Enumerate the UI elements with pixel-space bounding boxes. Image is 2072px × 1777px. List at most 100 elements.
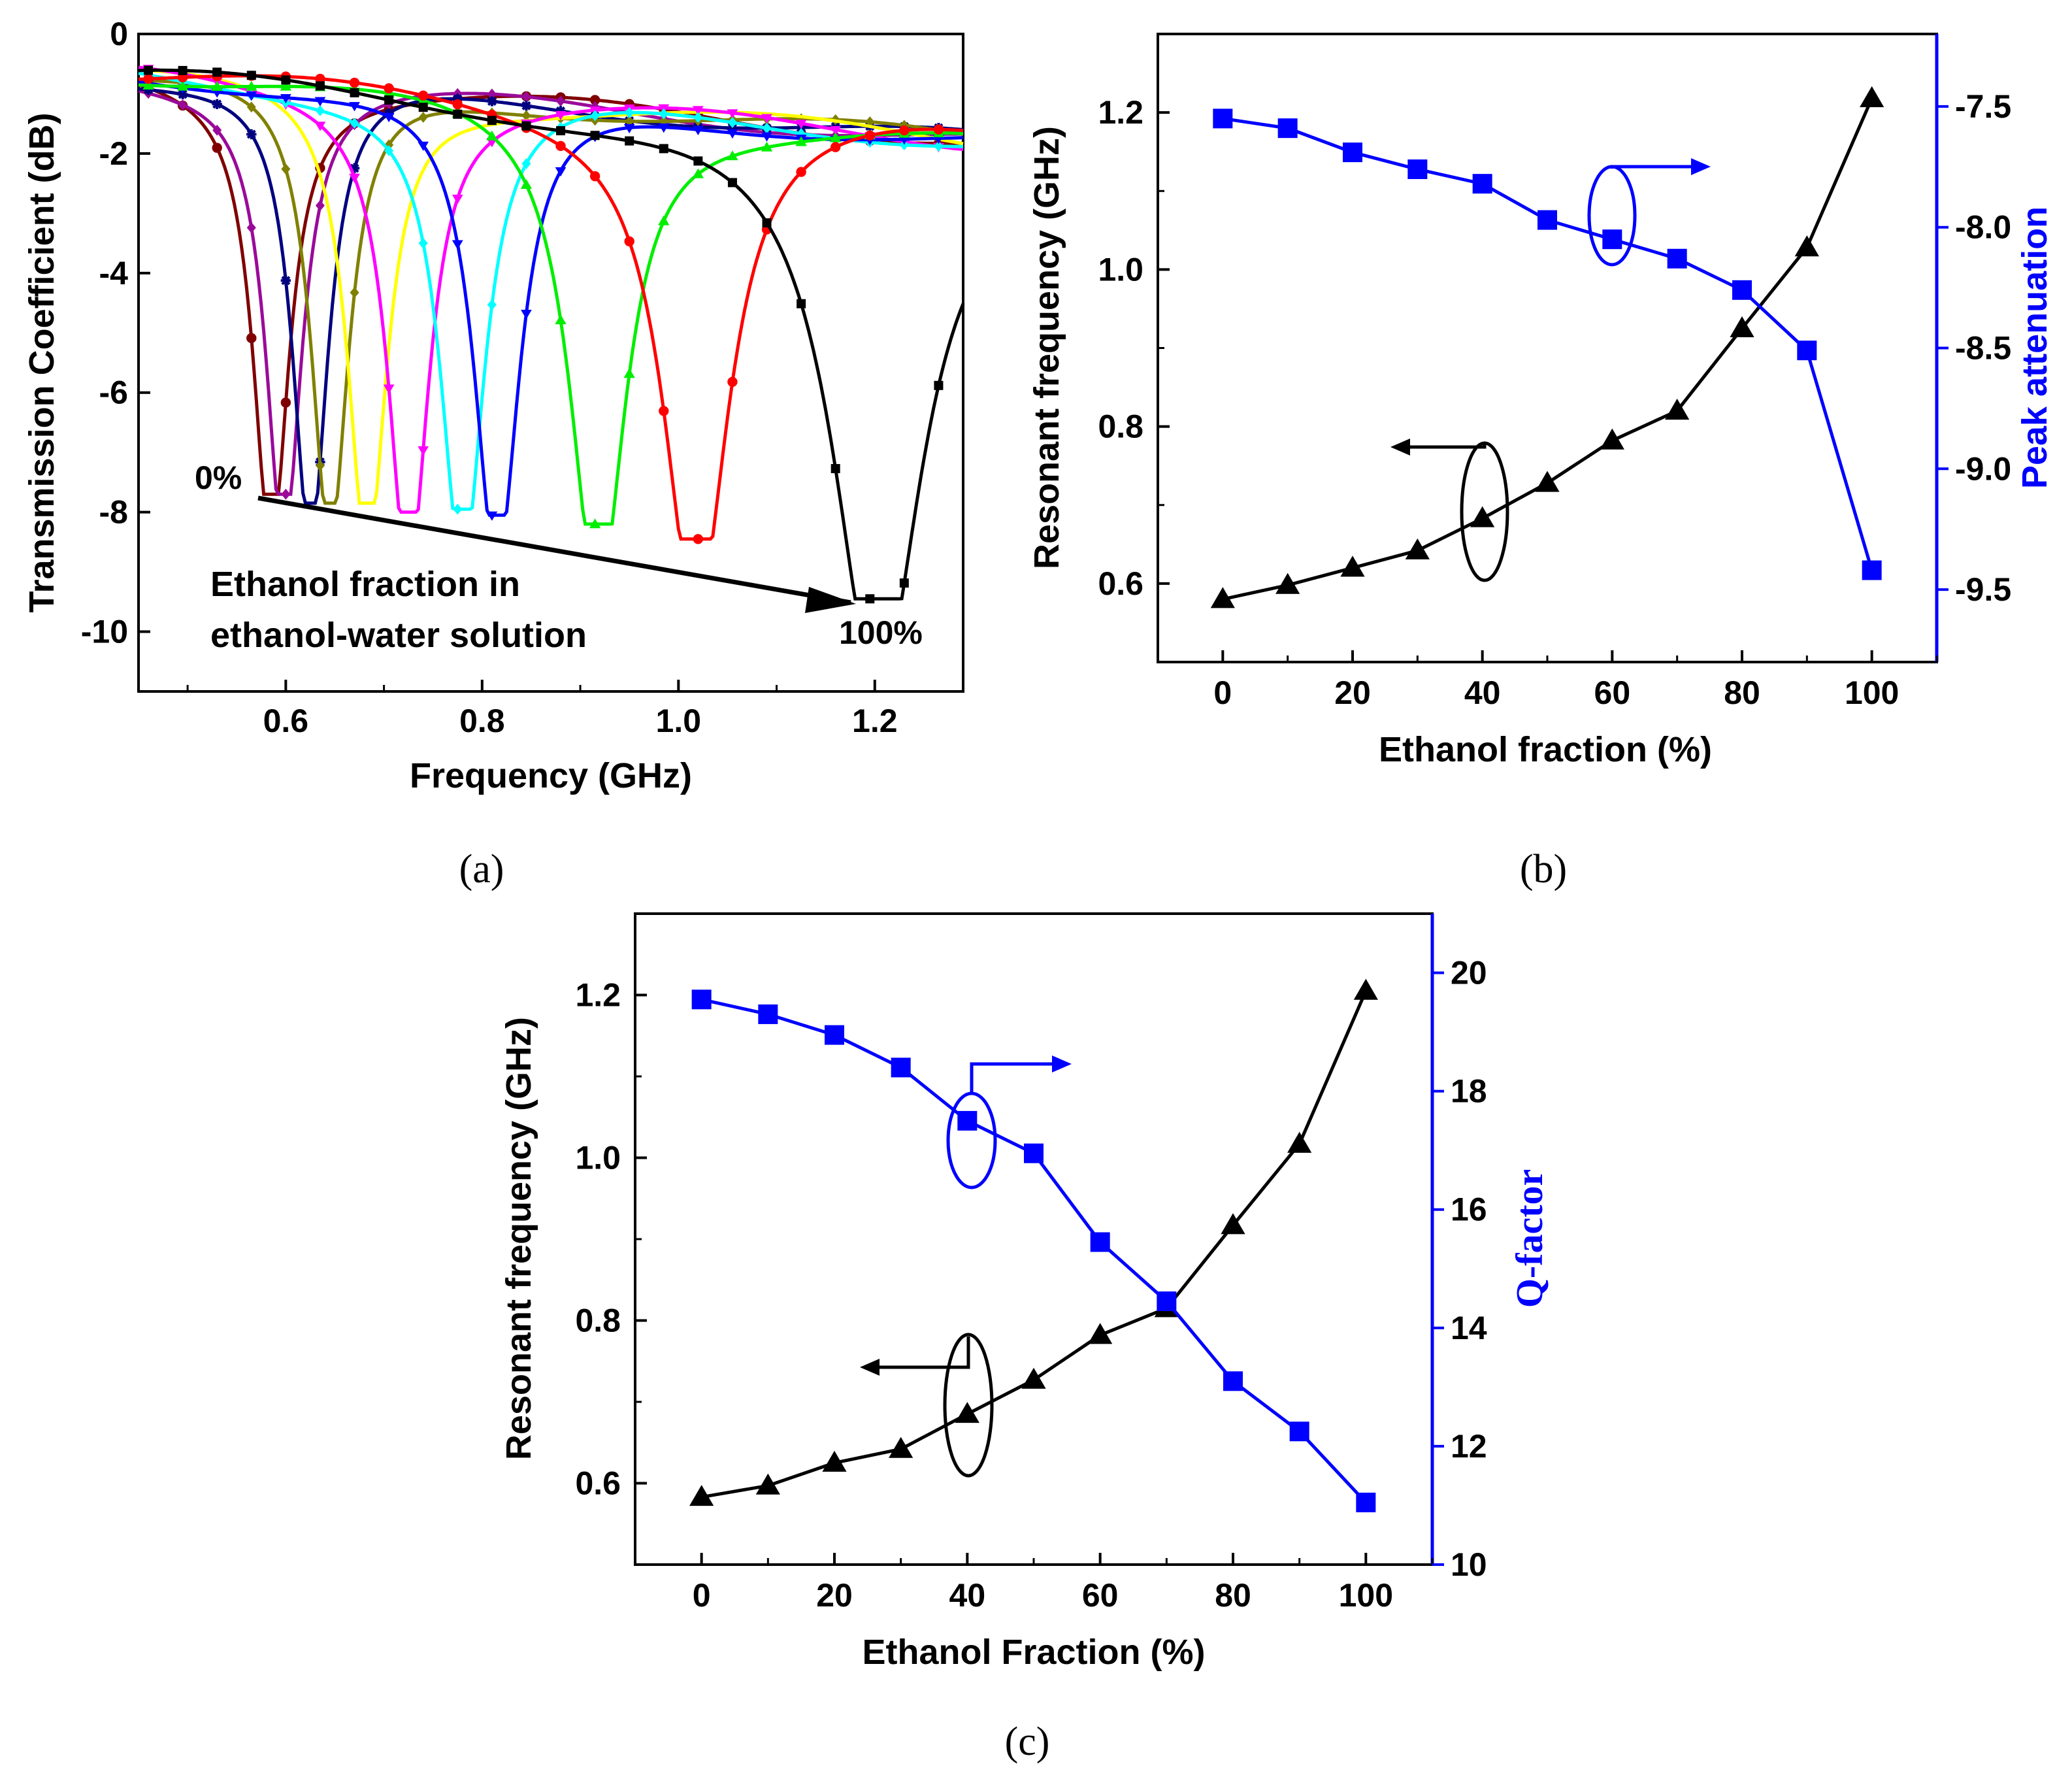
marker-0pct <box>246 333 257 344</box>
data-point-right <box>1024 1143 1044 1163</box>
marker-80pct <box>520 179 533 189</box>
marker-80pct <box>555 314 567 325</box>
marker-60pct <box>521 158 531 169</box>
y2-tick-label: 10 <box>1451 1546 1487 1583</box>
marker-90pct <box>384 83 394 93</box>
x-tick-label: 60 <box>1594 674 1631 711</box>
y2-tick-label: 16 <box>1451 1191 1487 1228</box>
y-tick-label: 0.6 <box>575 1465 621 1502</box>
marker-60pct <box>590 110 600 122</box>
marker-80pct <box>176 80 189 91</box>
marker-70pct <box>486 511 498 521</box>
marker-60pct <box>934 141 944 152</box>
ellipse-qfactor <box>946 1091 997 1189</box>
data-point-right <box>1472 174 1492 194</box>
marker-80pct <box>795 136 807 146</box>
data-point-frequency <box>1470 506 1495 527</box>
x-tick-label: 40 <box>1464 674 1501 711</box>
panel-b: 0 20 40 60 80 100 0.6 0.8 1.0 1.2 -7.5 -8.0 -8.5 -9.0… <box>1027 33 2054 891</box>
marker-70pct <box>452 240 463 250</box>
marker-70pct <box>383 112 395 123</box>
series-line-frequency <box>1222 97 1873 601</box>
x-tick-label-a: 0.8 <box>459 703 505 739</box>
marker-80pct <box>142 79 154 90</box>
marker-20pct <box>487 96 497 107</box>
arrow-left-frequency-b <box>1404 444 1487 449</box>
data-point-frequency <box>755 1473 780 1495</box>
y2-axis-label-c: Q-factor <box>1508 1169 1551 1308</box>
series-line-right <box>1222 116 1874 571</box>
y-axis-label-b: Resonant frequency (GHz) <box>1027 126 1066 569</box>
y-tick-label-a: -2 <box>99 135 128 172</box>
marker-10pct <box>212 124 222 136</box>
marker-50pct <box>383 384 395 394</box>
marker-100pct <box>899 578 909 588</box>
data-point-right <box>1157 1291 1177 1312</box>
marker-90pct <box>796 167 806 177</box>
marker-90pct <box>693 534 704 544</box>
panel-c: 0 20 40 60 80 100 0.6 0.8 1.0 1.2 10 12 14 16 18 20 Eth… <box>499 912 1551 1764</box>
marker-10pct <box>315 200 325 211</box>
marker-20pct <box>521 101 532 111</box>
data-point-right <box>1356 1492 1376 1512</box>
marker-80pct <box>589 518 601 529</box>
marker-80pct <box>761 141 773 152</box>
marker-50pct <box>418 446 429 456</box>
marker-20pct <box>280 275 291 286</box>
marker-70pct <box>555 167 567 177</box>
marker-30pct <box>246 101 256 113</box>
marker-80pct <box>830 132 842 142</box>
marker-70pct <box>314 97 326 107</box>
data-point-frequency <box>1088 1323 1113 1344</box>
y2-tick-label: 14 <box>1451 1310 1487 1346</box>
marker-20pct <box>177 89 188 100</box>
marker-100pct <box>384 95 394 105</box>
y-tick-label: 1.2 <box>575 977 621 1014</box>
marker-20pct <box>246 129 257 140</box>
marker-60pct <box>418 237 428 249</box>
marker-30pct <box>315 459 325 471</box>
marker-90pct <box>899 125 910 136</box>
data-point-right <box>691 989 712 1010</box>
series-b <box>1210 86 1884 608</box>
marker-100pct <box>246 71 256 80</box>
marker-10pct <box>178 99 188 111</box>
annotation-end-percent: 100% <box>839 614 923 651</box>
marker-30pct <box>281 163 291 175</box>
marker-50pct <box>727 109 738 119</box>
axis-ticks-c: 0 20 40 60 80 100 0.6 0.8 1.0 1.2 10 12 14 16 18 20 <box>575 912 1487 1614</box>
marker-60pct <box>315 105 325 116</box>
marker-50pct <box>452 194 463 205</box>
annotation-start-percent: 0% <box>195 459 242 496</box>
plot-frame-b <box>1157 33 1938 663</box>
marker-80pct <box>246 80 257 91</box>
marker-50pct <box>314 122 326 131</box>
x-tick-label: 60 <box>1082 1577 1119 1614</box>
marker-80pct <box>658 215 670 225</box>
marker-50pct <box>830 125 842 136</box>
marker-0pct <box>589 95 600 105</box>
data-point-right <box>1213 108 1233 129</box>
marker-100pct <box>418 103 428 112</box>
y2-tick-label: -8.5 <box>1955 330 2011 367</box>
annotation-line2: ethanol-water solution <box>210 616 587 655</box>
data-point-frequency <box>1665 399 1690 420</box>
series-line-frequency <box>701 990 1368 1499</box>
data-point-right <box>1602 229 1622 250</box>
data-point-right <box>825 1025 844 1045</box>
marker-70pct <box>246 91 257 101</box>
data-point-frequency <box>1860 86 1884 108</box>
x-tick-label: 80 <box>1724 674 1760 711</box>
curve-40pct <box>138 69 964 505</box>
curve-90pct <box>138 74 964 541</box>
y2-tick-label: 20 <box>1451 955 1487 991</box>
arrow-right-attenuation <box>1610 165 1698 169</box>
marker-100pct <box>830 464 840 474</box>
x-axis-label-a: Frequency (GHz) <box>410 756 692 795</box>
marker-30pct <box>350 287 359 299</box>
marker-100pct <box>453 109 463 119</box>
data-point-frequency <box>1730 316 1754 337</box>
data-point-frequency <box>822 1450 847 1472</box>
marker-90pct <box>659 406 669 416</box>
